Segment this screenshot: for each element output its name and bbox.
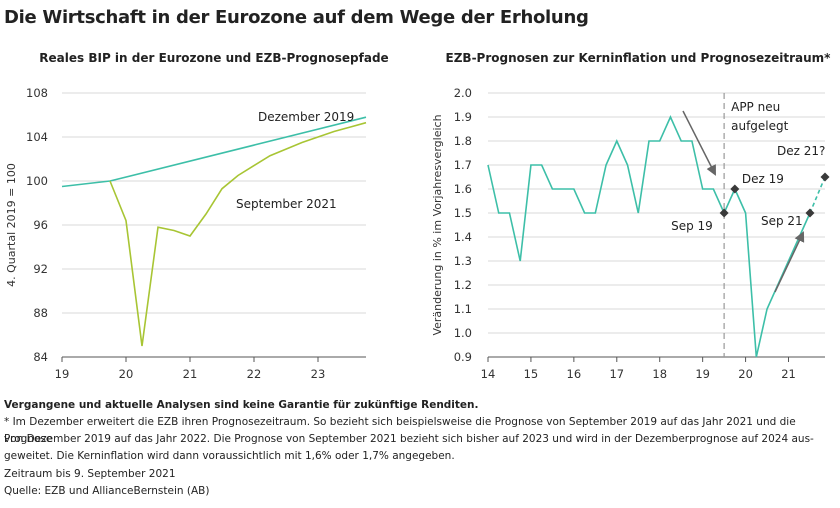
series-line-prognose	[809, 176, 826, 214]
series-line-september-2021	[109, 121, 367, 347]
y-tick-label-inflation: 1.9	[454, 110, 472, 124]
y-tick-label-inflation: 1.4	[454, 230, 472, 244]
y-tick-label-gdp: 100	[26, 174, 48, 188]
x-tick-label-gdp: 21	[183, 367, 198, 381]
arrow-up-icon	[774, 231, 805, 293]
y-tick-label-inflation: 1.6	[454, 182, 472, 196]
forecast-marker-label: Dez 21?	[777, 144, 825, 158]
x-tick-label-inflation: 16	[567, 367, 582, 381]
y-tick-label-inflation: 1.5	[454, 206, 472, 220]
y-tick-label-inflation: 1.2	[454, 278, 472, 292]
page-title: Die Wirtschaft in der Eurozone auf dem W…	[4, 7, 589, 28]
x-tick-label-inflation: 14	[481, 367, 496, 381]
y-tick-label-gdp: 96	[33, 218, 48, 232]
forecast-marker	[820, 172, 830, 182]
x-tick-label-gdp: 20	[119, 367, 134, 381]
x-tick-label-gdp: 23	[311, 367, 326, 381]
chart-title-inflation: EZB-Prognosen zur Kerninflation und Prog…	[446, 51, 832, 65]
forecast-marker-label: Sep 21	[761, 214, 803, 228]
x-tick-label-gdp: 22	[247, 367, 262, 381]
forecast-marker-label: Sep 19	[671, 219, 713, 233]
y-tick-label-gdp: 92	[33, 262, 48, 276]
chart-title-gdp: Reales BIP in der Eurozone und EZB-Progn…	[39, 51, 388, 65]
y-tick-label-gdp: 108	[26, 86, 48, 100]
y-tick-label-inflation: 1.0	[454, 326, 472, 340]
y-tick-label-gdp: 88	[33, 306, 48, 320]
series-line-dezember-2019	[61, 116, 367, 188]
app-annotation-line-2: aufgelegt	[731, 119, 789, 133]
y-tick-label-inflation: 1.8	[454, 134, 472, 148]
y-tick-label-inflation: 1.7	[454, 158, 472, 172]
series-label-september-2021: September 2021	[236, 197, 337, 211]
x-tick-label-inflation: 20	[738, 367, 753, 381]
forecast-marker-label: Dez 19	[742, 172, 784, 186]
y-tick-label-inflation: 0.9	[454, 350, 472, 364]
x-tick-label-inflation: 15	[524, 367, 539, 381]
source-note: Quelle: EZB und AllianceBernstein (AB)	[4, 485, 210, 497]
app-annotation-line-1: APP neu	[731, 100, 780, 114]
x-tick-label-inflation: 19	[695, 367, 710, 381]
x-tick-label-inflation: 21	[781, 367, 796, 381]
charts-canvas: Reales BIP in der Eurozone und EZB-Progn…	[5, 51, 832, 381]
series-line-kerninflation	[487, 115, 811, 358]
x-tick-label-gdp: 19	[55, 367, 70, 381]
series-label-dezember-2019: Dezember 2019	[258, 110, 354, 124]
y-tick-label-inflation: 1.1	[454, 302, 472, 316]
x-tick-label-inflation: 18	[652, 367, 667, 381]
period-note: Zeitraum bis 9. September 2021	[4, 468, 176, 480]
forecast-marker	[805, 208, 815, 218]
y-tick-label-inflation: 2.0	[454, 86, 472, 100]
forecast-marker	[730, 184, 740, 194]
forecast-marker	[719, 208, 729, 218]
footnote-line-2: von Dezember 2019 auf das Jahr 2022. Die…	[4, 433, 814, 445]
y-tick-label-inflation: 1.3	[454, 254, 472, 268]
y-tick-label-gdp: 104	[26, 130, 48, 144]
footnote-line-3: geweitet. Die Kerninflation wird dann vo…	[4, 450, 455, 462]
footnote-line-1: * Im Dezember erweitert die EZB ihren Pr…	[4, 416, 796, 445]
arrow-down-icon	[682, 110, 716, 176]
disclaimer: Vergangene und aktuelle Analysen sind ke…	[4, 399, 479, 411]
x-tick-label-inflation: 17	[609, 367, 624, 381]
y-tick-label-gdp: 84	[33, 350, 48, 364]
y-axis-label-inflation: Veränderung in % im Vorjahresvergleich	[431, 114, 444, 335]
y-axis-label-gdp: 4. Quartal 2019 = 100	[5, 163, 18, 287]
